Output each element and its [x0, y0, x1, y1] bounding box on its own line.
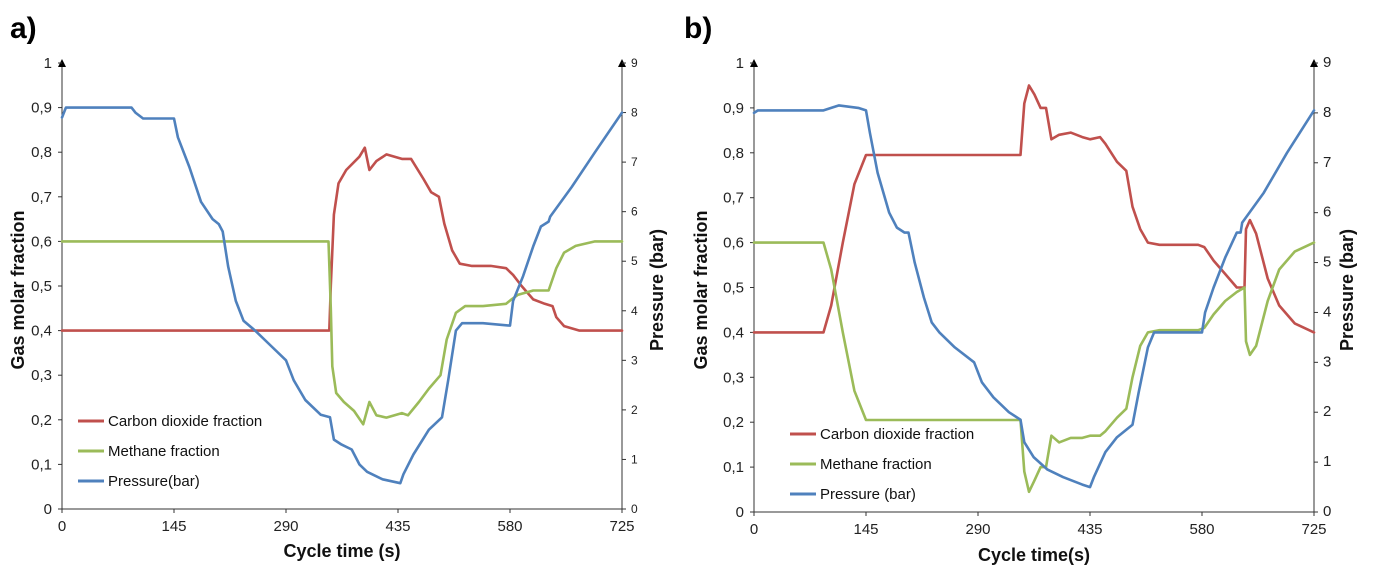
y-tick-label: 0,5 [723, 280, 744, 297]
y-tick-label: 0,3 [31, 367, 52, 384]
legend-label-carbon-dioxide-fraction: Carbon dioxide fraction [820, 426, 974, 443]
y2-axis-label: Pressure (bar) [647, 229, 667, 351]
y-tick-label: 0,2 [723, 414, 744, 431]
y-tick-label: 0 [736, 504, 744, 521]
panel-label: b) [684, 12, 712, 45]
x-tick-label: 145 [853, 521, 878, 538]
y2-tick-label: 4 [1323, 303, 1331, 320]
y2-tick-label: 4 [631, 304, 638, 318]
y2-tick-label: 6 [1323, 204, 1331, 221]
y-tick-label: 0,4 [31, 323, 52, 340]
y-tick-label: 0 [44, 501, 52, 518]
legend-label-pressure-bar: Pressure(bar) [108, 473, 200, 490]
y-tick-label: 0,6 [723, 235, 744, 252]
x-tick-label: 580 [497, 518, 522, 535]
x-axis-label: Cycle time (s) [283, 541, 400, 561]
y-tick-label: 1 [736, 55, 744, 72]
y2-tick-label: 9 [631, 56, 638, 70]
y2-tick-label: 8 [1323, 104, 1331, 121]
x-axis-label: Cycle time(s) [978, 545, 1090, 565]
y-axis-label: Gas molar fraction [8, 210, 28, 369]
y-tick-label: 0,8 [31, 144, 52, 161]
y2-tick-label: 1 [1323, 453, 1331, 470]
x-tick-label: 145 [161, 518, 186, 535]
x-tick-label: 725 [1301, 521, 1326, 538]
legend-label-pressure-bar: Pressure (bar) [820, 486, 916, 503]
y2-tick-label: 2 [631, 403, 638, 417]
x-tick-label: 0 [58, 518, 66, 535]
x-tick-label: 580 [1189, 521, 1214, 538]
y2-tick-label: 9 [1323, 54, 1331, 71]
y2-tick-label: 7 [631, 155, 638, 169]
y2-tick-label: 5 [631, 254, 638, 268]
y2-tick-label: 0 [1323, 503, 1331, 520]
series-line-carbon-dioxide-fraction [752, 84, 1316, 334]
y-axis-label: Gas molar fraction [691, 210, 711, 369]
y2-tick-label: 0 [631, 502, 638, 516]
y-tick-label: 0,9 [723, 100, 744, 117]
series-line-pressure-bar [60, 106, 624, 485]
y2-tick-label: 5 [1323, 254, 1331, 271]
y-tick-label: 0,1 [31, 456, 52, 473]
y-tick-label: 0,6 [31, 233, 52, 250]
series-line-methane-fraction [60, 240, 624, 426]
y2-tick-label: 3 [1323, 353, 1331, 370]
chart-panel-a: a)0 145 290 435 580 72500,10,20,30,40,50,60,7… [8, 12, 667, 561]
legend-label-methane-fraction: Methane fraction [820, 456, 932, 473]
y2-tick-label: 1 [631, 452, 638, 466]
y2-tick-label: 3 [631, 353, 638, 367]
x-tick-label: 435 [1077, 521, 1102, 538]
series-line-pressure-bar [752, 104, 1316, 489]
y-tick-label: 0,9 [31, 100, 52, 117]
y-tick-label: 0,3 [723, 369, 744, 386]
y-tick-label: 0,4 [723, 324, 744, 341]
y-tick-label: 0,2 [31, 412, 52, 429]
panel-label: a) [10, 12, 37, 45]
y-tick-label: 0,8 [723, 145, 744, 162]
y2-tick-label: 7 [1323, 154, 1331, 171]
y2-axis-label: Pressure (bar) [1337, 229, 1357, 351]
x-tick-label: 290 [273, 518, 298, 535]
legend-label-carbon-dioxide-fraction: Carbon dioxide fraction [108, 413, 262, 430]
y-tick-label: 0,5 [31, 278, 52, 295]
y-tick-label: 1 [44, 55, 52, 72]
y2-tick-label: 8 [631, 106, 638, 120]
y-tick-label: 0,1 [723, 459, 744, 476]
y2-tick-label: 6 [631, 205, 638, 219]
series-line-carbon-dioxide-fraction [60, 146, 624, 332]
y-tick-label: 0,7 [31, 189, 52, 206]
x-tick-label: 290 [965, 521, 990, 538]
x-tick-label: 0 [750, 521, 758, 538]
x-tick-label: 725 [609, 518, 634, 535]
chart-panel-b: b)0 145 290 435 580 72500,10,20,30,40,50,60,7… [684, 12, 1357, 565]
y2-tick-label: 2 [1323, 403, 1331, 420]
series-line-methane-fraction [752, 241, 1316, 494]
y-tick-label: 0,7 [723, 190, 744, 207]
legend-label-methane-fraction: Methane fraction [108, 443, 220, 460]
x-tick-label: 435 [385, 518, 410, 535]
